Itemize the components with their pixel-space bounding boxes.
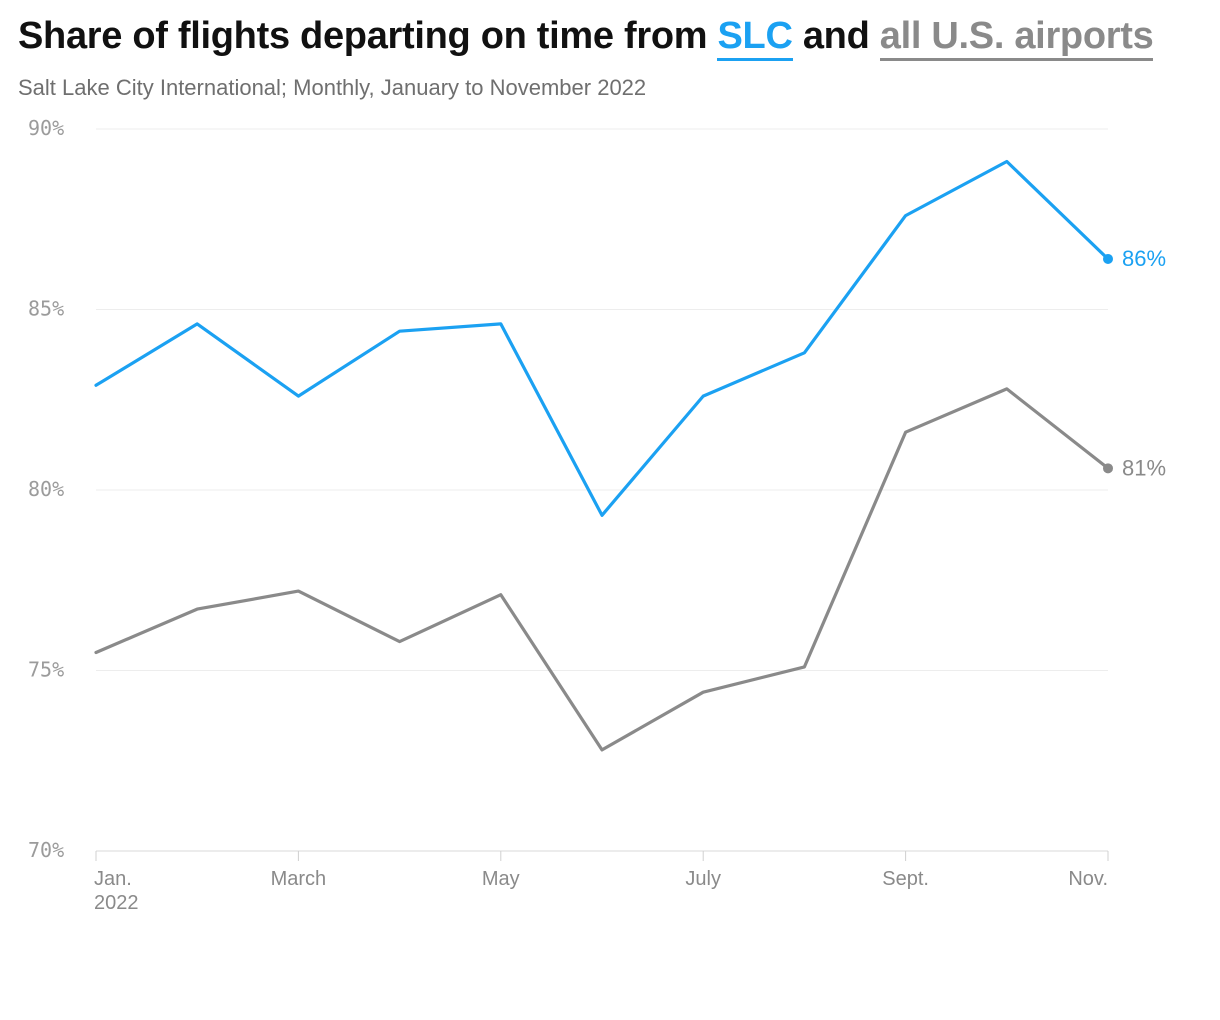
title-mid: and	[793, 15, 880, 57]
series-end-label-slc: 86%	[1122, 246, 1166, 271]
line-chart-svg: 70% 75% 80% 85% 90% Jan.2022 March May July Sept.…	[18, 111, 1202, 931]
y-tick-label: 80%	[28, 477, 64, 501]
x-tick-label: Nov.	[1068, 868, 1108, 890]
chart-container: Share of flights departing on time from …	[0, 0, 1220, 1020]
series-line-us	[96, 389, 1108, 750]
y-tick-label: 90%	[28, 116, 64, 140]
y-tick-label: 75%	[28, 657, 64, 681]
series-end-marker-slc	[1103, 254, 1113, 264]
y-tick-label: 70%	[28, 838, 64, 862]
series-end-marker-us	[1103, 463, 1113, 473]
title-prefix: Share of flights departing on time from	[18, 15, 717, 57]
x-tick-label: May	[482, 868, 520, 890]
chart-title: Share of flights departing on time from …	[18, 12, 1202, 61]
title-highlight-slc: SLC	[717, 15, 792, 61]
x-tick-label: Sept.	[882, 868, 929, 890]
y-tick-label: 85%	[28, 296, 64, 320]
series-end-label-us: 81%	[1122, 455, 1166, 480]
x-tick-label: March	[271, 868, 327, 890]
x-tick-label: July	[685, 868, 721, 890]
title-highlight-us: all U.S. airports	[880, 15, 1154, 61]
chart-subtitle: Salt Lake City International; Monthly, J…	[18, 75, 1202, 101]
x-tick-sublabel: 2022	[94, 892, 139, 914]
x-tick-label: Jan.	[94, 868, 132, 890]
series-line-slc	[96, 161, 1108, 515]
chart-plot-area: 70% 75% 80% 85% 90% Jan.2022 March May July Sept.…	[18, 111, 1202, 931]
